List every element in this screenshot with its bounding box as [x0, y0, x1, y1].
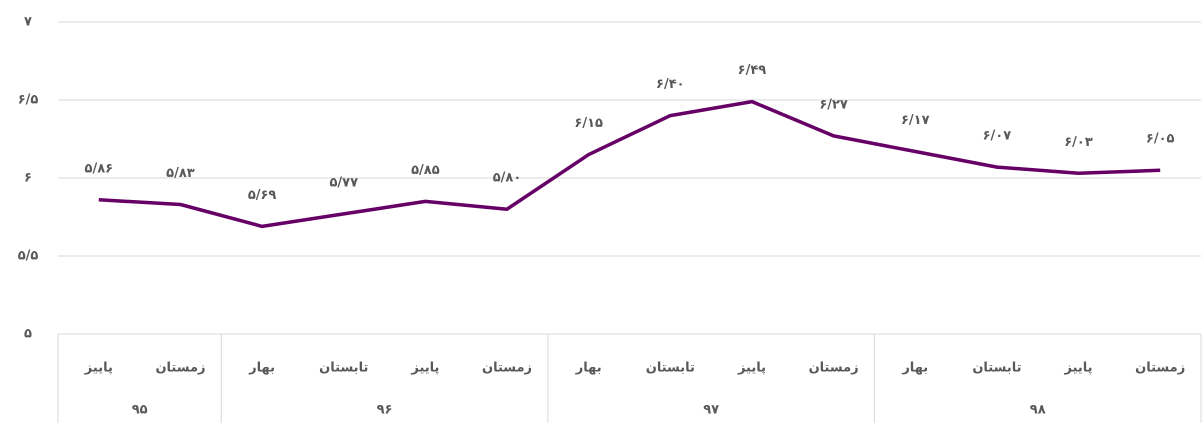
x-tick-label: زمستان: [482, 361, 532, 376]
data-label: ۶/۰۷: [983, 129, 1012, 144]
group-label: ۹۵: [132, 403, 148, 418]
data-label: ۵/۸۶: [85, 161, 114, 176]
y-tick-label: ۶: [24, 171, 32, 186]
x-tick-label: تابستان: [646, 361, 695, 376]
data-label: ۵/۷۷: [329, 175, 358, 190]
x-tick-label: بهار: [575, 361, 602, 376]
data-label: ۵/۸۳: [166, 166, 195, 181]
x-tick-label: پاییز: [84, 361, 113, 376]
x-tick-label: تابستان: [972, 361, 1021, 376]
data-label: ۵/۶۹: [248, 188, 277, 203]
data-label: ۶/۴۹: [738, 63, 767, 78]
data-label: ۶/۱۷: [901, 113, 930, 128]
data-label: ۶/۱۵: [574, 116, 603, 131]
y-tick-label: ۶/۵: [18, 93, 39, 108]
line: [98, 99, 1161, 229]
x-tick-label: پاییز: [410, 361, 439, 376]
x-tick-label: زمستان: [809, 361, 859, 376]
group-label: ۹۷: [703, 403, 719, 418]
data-label: ۶/۲۷: [819, 97, 848, 112]
y-tick-label: ۷: [24, 15, 32, 30]
data-label: ۶/۰۳: [1064, 135, 1093, 150]
x-tick-label: پاییز: [737, 361, 766, 376]
x-tick-label: پاییز: [1064, 361, 1093, 376]
data-label: ۶/۴۰: [656, 77, 685, 92]
group-label: ۹۶: [377, 403, 393, 418]
y-tick-label: ۵/۵: [18, 249, 39, 264]
x-tick-label: تابستان: [319, 361, 368, 376]
group-label: ۹۸: [1030, 403, 1046, 418]
x-tick-label: زمستان: [1135, 361, 1185, 376]
data-label: ۶/۰۵: [1146, 132, 1175, 147]
data-label: ۵/۸۰: [493, 171, 522, 186]
x-tick-label: بهار: [901, 361, 928, 376]
x-tick-label: بهار: [248, 361, 275, 376]
x-tick-label: زمستان: [155, 361, 205, 376]
data-label: ۵/۸۵: [411, 163, 440, 178]
y-tick-label: ۵: [24, 327, 32, 342]
